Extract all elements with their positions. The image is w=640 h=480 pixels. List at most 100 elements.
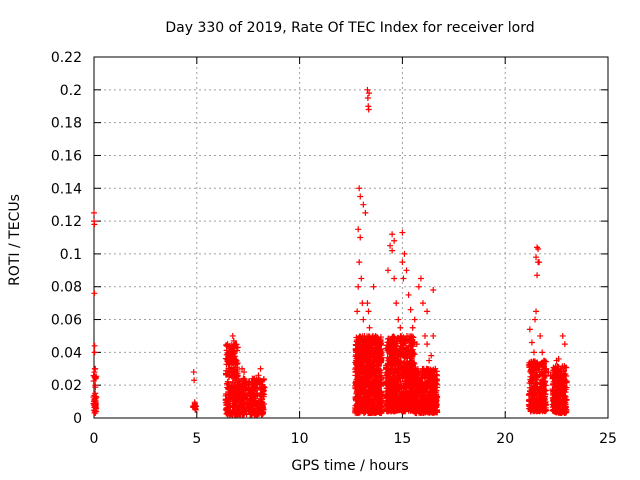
data-point bbox=[372, 332, 379, 339]
data-point bbox=[428, 352, 435, 359]
data-point bbox=[354, 373, 361, 380]
data-point bbox=[228, 382, 235, 389]
data-point bbox=[231, 347, 238, 354]
data-point bbox=[555, 387, 562, 394]
data-point bbox=[526, 326, 533, 333]
data-point bbox=[532, 369, 539, 376]
data-point bbox=[552, 388, 559, 395]
data-point bbox=[399, 259, 406, 266]
data-point bbox=[383, 394, 390, 401]
data-point bbox=[355, 283, 362, 290]
data-point bbox=[412, 383, 419, 390]
data-point bbox=[388, 394, 395, 401]
data-point bbox=[384, 387, 391, 394]
data-point bbox=[388, 395, 395, 402]
data-point bbox=[357, 402, 364, 409]
x-tick-label: 0 bbox=[90, 431, 99, 447]
data-point bbox=[385, 335, 392, 342]
data-point bbox=[409, 324, 416, 331]
x-tick-label: 25 bbox=[599, 431, 617, 447]
data-point bbox=[549, 386, 556, 393]
data-point bbox=[353, 389, 360, 396]
data-point bbox=[93, 408, 100, 415]
data-point bbox=[561, 404, 568, 411]
y-tick-label: 0.08 bbox=[51, 280, 82, 296]
data-point bbox=[370, 405, 377, 412]
data-point bbox=[367, 360, 374, 367]
data-point bbox=[364, 86, 371, 93]
data-point bbox=[559, 374, 566, 381]
data-point bbox=[414, 404, 421, 411]
data-point bbox=[259, 390, 266, 397]
data-point bbox=[248, 398, 255, 405]
data-point bbox=[540, 381, 547, 388]
data-point bbox=[244, 404, 251, 411]
data-point bbox=[401, 250, 408, 257]
data-point bbox=[383, 398, 390, 405]
y-tick-label: 0.14 bbox=[51, 181, 82, 197]
data-point bbox=[534, 385, 541, 392]
data-point bbox=[537, 360, 544, 367]
data-point bbox=[528, 339, 535, 346]
data-point bbox=[352, 378, 359, 385]
data-point bbox=[539, 349, 546, 356]
data-point bbox=[243, 385, 250, 392]
data-point bbox=[226, 365, 233, 372]
y-tick-label: 0.2 bbox=[60, 83, 82, 99]
data-point bbox=[420, 409, 427, 416]
data-point bbox=[236, 395, 243, 402]
y-tick-label: 0.1 bbox=[60, 247, 82, 263]
data-point bbox=[526, 363, 533, 370]
data-point bbox=[555, 369, 562, 376]
data-point bbox=[361, 389, 368, 396]
data-point bbox=[390, 391, 397, 398]
data-point bbox=[363, 365, 370, 372]
data-point bbox=[234, 385, 241, 392]
data-point bbox=[538, 395, 545, 402]
data-point bbox=[232, 373, 239, 380]
data-point bbox=[389, 247, 396, 254]
data-point bbox=[377, 348, 384, 355]
data-point bbox=[365, 308, 372, 315]
data-point bbox=[386, 367, 393, 374]
data-point bbox=[407, 384, 414, 391]
data-point bbox=[393, 338, 400, 345]
y-tick-label: 0.22 bbox=[51, 50, 82, 66]
data-point bbox=[537, 401, 544, 408]
data-point bbox=[374, 357, 381, 364]
data-point bbox=[366, 388, 373, 395]
x-axis-label: GPS time / hours bbox=[291, 458, 408, 474]
data-point bbox=[229, 332, 236, 339]
data-point bbox=[530, 349, 537, 356]
chart-title: Day 330 of 2019, Rate Of TEC Index for r… bbox=[165, 20, 534, 36]
data-point bbox=[245, 382, 252, 389]
data-point bbox=[419, 300, 426, 307]
data-point bbox=[561, 384, 568, 391]
data-point bbox=[353, 405, 360, 412]
data-point bbox=[389, 376, 396, 383]
data-point bbox=[91, 342, 98, 349]
data-point bbox=[413, 371, 420, 378]
data-point bbox=[400, 371, 407, 378]
data-point bbox=[91, 209, 97, 216]
data-point bbox=[357, 234, 364, 241]
data-point bbox=[400, 275, 407, 282]
data-point bbox=[529, 387, 536, 394]
data-point bbox=[373, 345, 380, 352]
data-point bbox=[383, 362, 390, 369]
data-point bbox=[535, 245, 542, 252]
data-point bbox=[376, 399, 383, 406]
data-point bbox=[358, 405, 365, 412]
data-point bbox=[224, 341, 231, 348]
data-point bbox=[235, 392, 242, 399]
data-point bbox=[386, 399, 393, 406]
data-point bbox=[364, 406, 371, 413]
data-point bbox=[367, 335, 374, 342]
data-point bbox=[397, 384, 404, 391]
data-point bbox=[360, 316, 367, 323]
data-point bbox=[191, 377, 198, 384]
data-point bbox=[432, 384, 439, 391]
data-point bbox=[385, 377, 392, 384]
data-point bbox=[561, 341, 568, 348]
data-point bbox=[234, 344, 241, 351]
